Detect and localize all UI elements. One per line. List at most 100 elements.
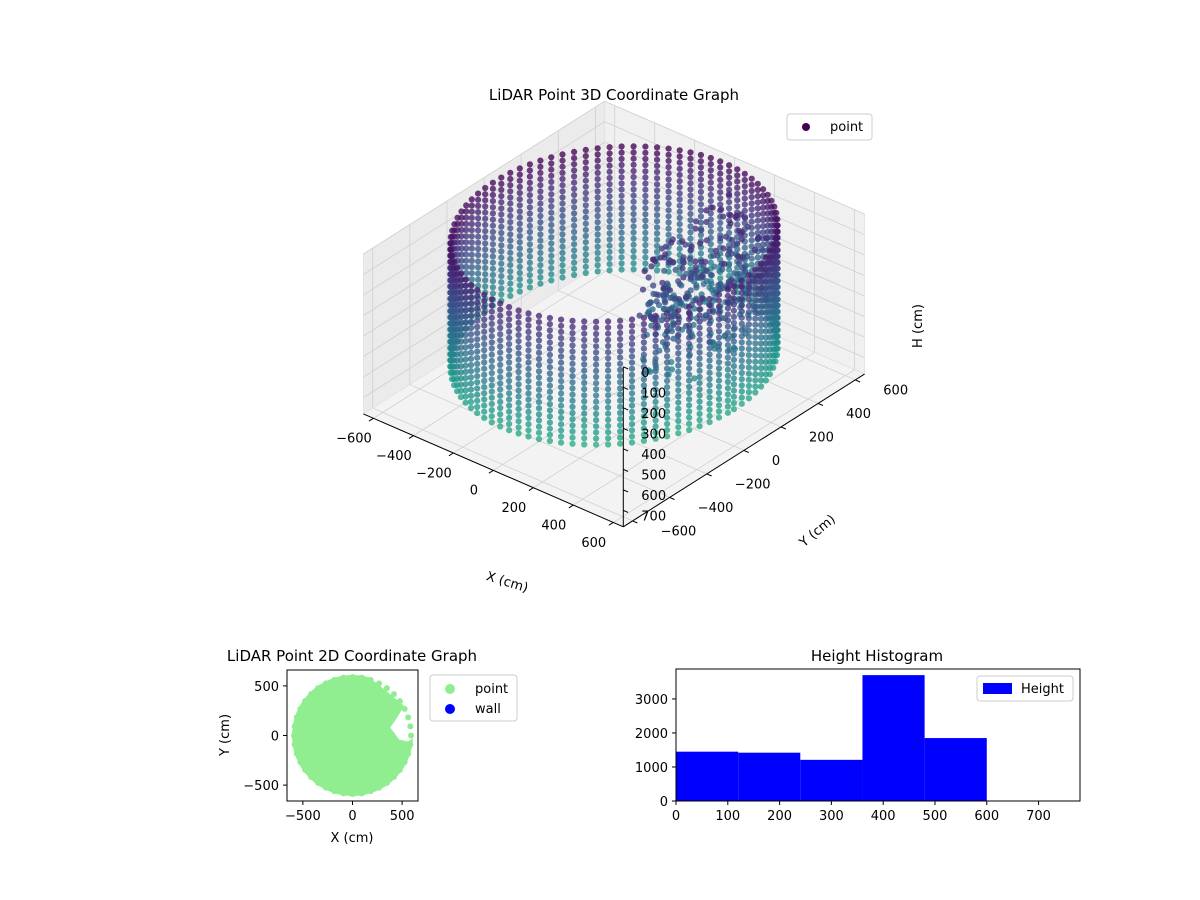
data-point — [675, 362, 682, 369]
data-point — [526, 222, 534, 229]
data-point — [488, 333, 495, 340]
data-point — [738, 394, 745, 401]
data-point — [768, 197, 775, 204]
data-point — [497, 331, 504, 338]
data-point — [630, 155, 637, 162]
data-point — [642, 211, 649, 218]
data-point — [515, 405, 522, 412]
data-point — [724, 366, 732, 373]
data-point — [594, 231, 601, 238]
data-point — [719, 266, 726, 273]
legend-label-point: point — [830, 120, 863, 135]
data-point — [752, 303, 759, 310]
data-point — [515, 412, 522, 419]
data-point — [582, 208, 589, 215]
y-tick — [632, 520, 638, 524]
data-point — [516, 251, 523, 258]
data-point — [526, 192, 534, 199]
legend-label-height: Height — [1021, 682, 1064, 697]
data-point — [558, 408, 565, 415]
data-point — [606, 162, 613, 169]
data-point — [642, 217, 649, 224]
data-point — [569, 397, 576, 404]
data-point — [488, 302, 495, 309]
data-point — [687, 204, 694, 211]
data-point — [474, 293, 481, 300]
data-point — [617, 416, 624, 423]
data-point — [654, 175, 661, 182]
data-point — [665, 219, 672, 226]
data-point — [696, 306, 703, 313]
data-point — [617, 366, 624, 373]
data-point — [640, 345, 648, 352]
data-point — [675, 399, 682, 406]
data-point — [358, 674, 365, 681]
data-point — [457, 289, 464, 296]
data-point — [715, 309, 723, 317]
data-point — [745, 278, 753, 285]
data-point — [497, 349, 504, 356]
data-point — [481, 371, 488, 378]
data-point — [640, 351, 648, 358]
data-point — [526, 228, 534, 236]
data-point — [481, 365, 488, 372]
data-point — [482, 184, 489, 192]
data-point — [664, 353, 671, 360]
data-point — [654, 230, 661, 237]
data-point — [696, 336, 703, 344]
data-point — [664, 427, 671, 434]
data-point — [462, 350, 469, 357]
data-point — [738, 400, 745, 407]
data-point — [734, 197, 741, 204]
data-point — [654, 168, 661, 176]
data-point — [558, 316, 565, 323]
data-point — [675, 368, 682, 375]
data-point — [748, 194, 755, 201]
data-point — [593, 441, 600, 448]
data-point — [569, 366, 576, 374]
data-point — [724, 372, 732, 379]
data-point — [707, 247, 714, 254]
data-point — [628, 328, 636, 335]
data-point — [745, 272, 753, 279]
data-point — [715, 402, 723, 409]
data-point — [507, 200, 514, 207]
data-point — [766, 248, 774, 255]
data-point — [640, 339, 648, 346]
data-point — [752, 377, 759, 384]
data-point — [606, 254, 613, 262]
data-point — [506, 396, 513, 403]
data-point — [661, 267, 668, 274]
data-point — [752, 297, 759, 304]
data-point — [594, 176, 601, 183]
data-point — [546, 333, 554, 340]
data-point — [507, 268, 514, 275]
data-point — [463, 270, 470, 277]
data-point — [457, 357, 464, 364]
data-point — [617, 385, 624, 392]
data-point — [744, 253, 751, 260]
data-point — [290, 732, 297, 739]
data-point — [546, 431, 554, 438]
y-tick — [855, 379, 861, 383]
data-point — [454, 214, 461, 221]
data-point — [703, 237, 711, 244]
data-point — [755, 234, 763, 241]
y-tick-label: −400 — [698, 501, 734, 516]
data-point — [618, 186, 625, 193]
data-point — [571, 235, 578, 242]
grid-line — [604, 121, 865, 235]
data-point — [762, 303, 770, 310]
data-point — [745, 321, 753, 328]
data-point — [525, 365, 532, 372]
data-point — [665, 164, 672, 171]
data-point — [752, 291, 759, 298]
data-point — [497, 337, 504, 344]
data-point — [293, 750, 300, 757]
data-point — [760, 186, 767, 193]
data-point — [654, 242, 661, 249]
data-point — [515, 356, 522, 363]
data-point — [582, 263, 589, 270]
data-point — [546, 345, 554, 352]
data-point — [762, 272, 770, 279]
